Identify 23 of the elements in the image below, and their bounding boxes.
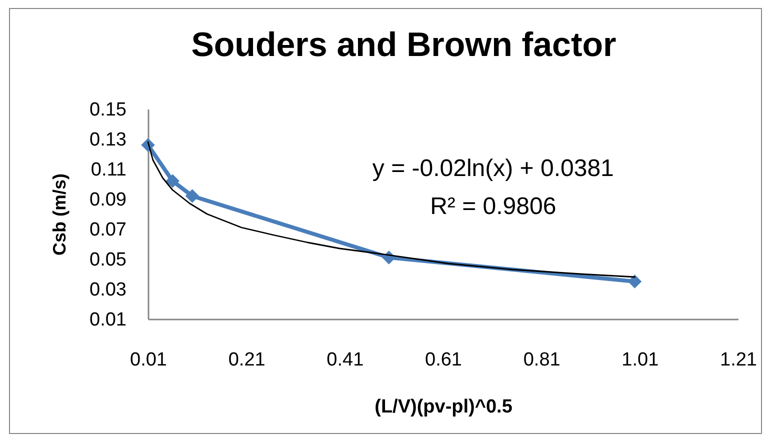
y-tick-label: 0.09 <box>90 190 126 210</box>
y-tick-label: 0.07 <box>90 220 126 240</box>
x-tick-label: 0.41 <box>326 350 364 370</box>
x-tick-label: 0.21 <box>228 350 266 370</box>
x-tick-label: 1.01 <box>622 350 659 370</box>
x-tick-label: 1.21 <box>720 350 757 370</box>
y-tick-label: 0.15 <box>90 100 126 120</box>
point <box>628 274 642 288</box>
y-tick-label: 0.11 <box>90 160 126 180</box>
point <box>166 174 180 188</box>
x-tick-label: 0.61 <box>425 350 462 370</box>
y-tick-label: 0.13 <box>90 130 126 150</box>
y-tick-label: 0.01 <box>90 310 126 330</box>
annotation: y = -0.02ln(x) + 0.0381 <box>372 155 614 182</box>
y-axis-title: Csb (m/s) <box>50 173 70 256</box>
annotation: R² = 0.9806 <box>430 193 556 220</box>
x-axis-title: (L/V)(pv-pl)^0.5 <box>374 396 513 418</box>
point <box>185 189 200 203</box>
y-tick-label: 0.03 <box>90 280 126 300</box>
y-tick-label: 0.05 <box>90 250 126 270</box>
x-tick-label: 0.01 <box>130 350 167 370</box>
chart-title: Souders and Brown factor <box>191 26 616 64</box>
x-tick-label: 0.81 <box>523 350 560 370</box>
